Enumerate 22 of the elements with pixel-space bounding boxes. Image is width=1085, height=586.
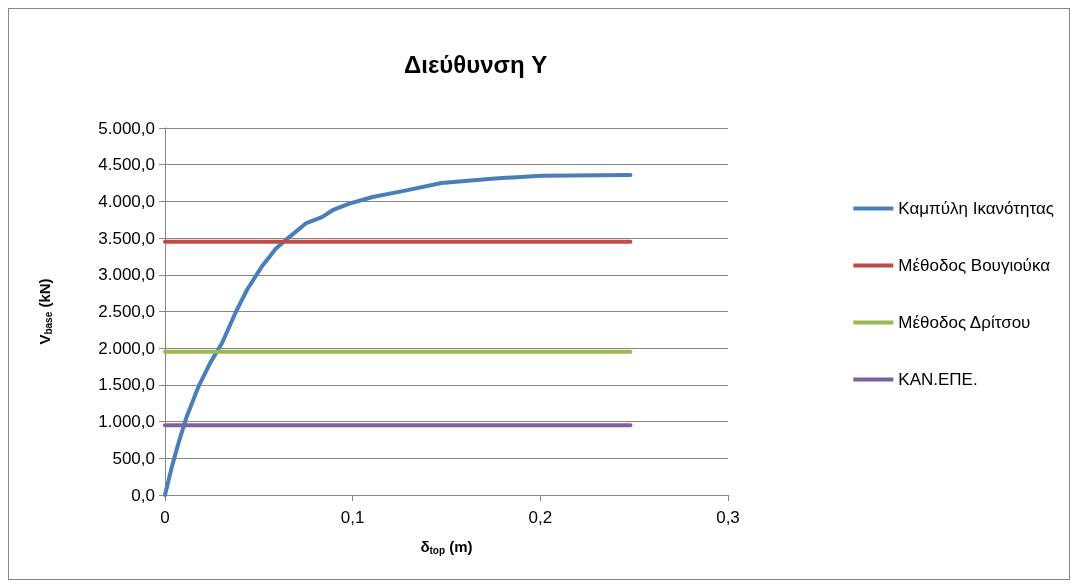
y-tick-label: 4.500,0 (98, 155, 155, 175)
chart-title: Διεύθυνση Y (404, 50, 548, 78)
legend-label: ΚΑΝ.ΕΠΕ. (898, 370, 978, 389)
x-tick-label: 0,3 (716, 508, 740, 527)
legend-label: Μέθοδος Βουγιούκα (898, 256, 1051, 275)
y-tick-label: 1.000,0 (98, 412, 155, 432)
y-tick-label: 500,0 (112, 448, 155, 468)
legend-label: Μέθοδος Δρίτσου (898, 313, 1031, 332)
y-tick-label: 4.000,0 (98, 191, 155, 211)
y-tick-label: 0,0 (131, 485, 155, 505)
y-axis-title: Vbase (kN) (35, 278, 54, 345)
y-tick-label: 2.000,0 (98, 338, 155, 358)
line-series (163, 172, 633, 497)
y-tick-label: 1.500,0 (98, 375, 155, 395)
y-tick-label: 3.500,0 (98, 228, 155, 248)
y-tick-label: 2.500,0 (98, 302, 155, 321)
x-tick-label: 0,1 (340, 508, 365, 527)
legend-label: Καμπύλη Ικανότητας (898, 199, 1055, 218)
y-tick-label: 3.000,0 (98, 265, 155, 285)
y-tick-label: 5.000,0 (98, 118, 155, 138)
x-tick-label: 0,2 (528, 508, 553, 527)
x-tick-label: 0 (160, 508, 170, 527)
